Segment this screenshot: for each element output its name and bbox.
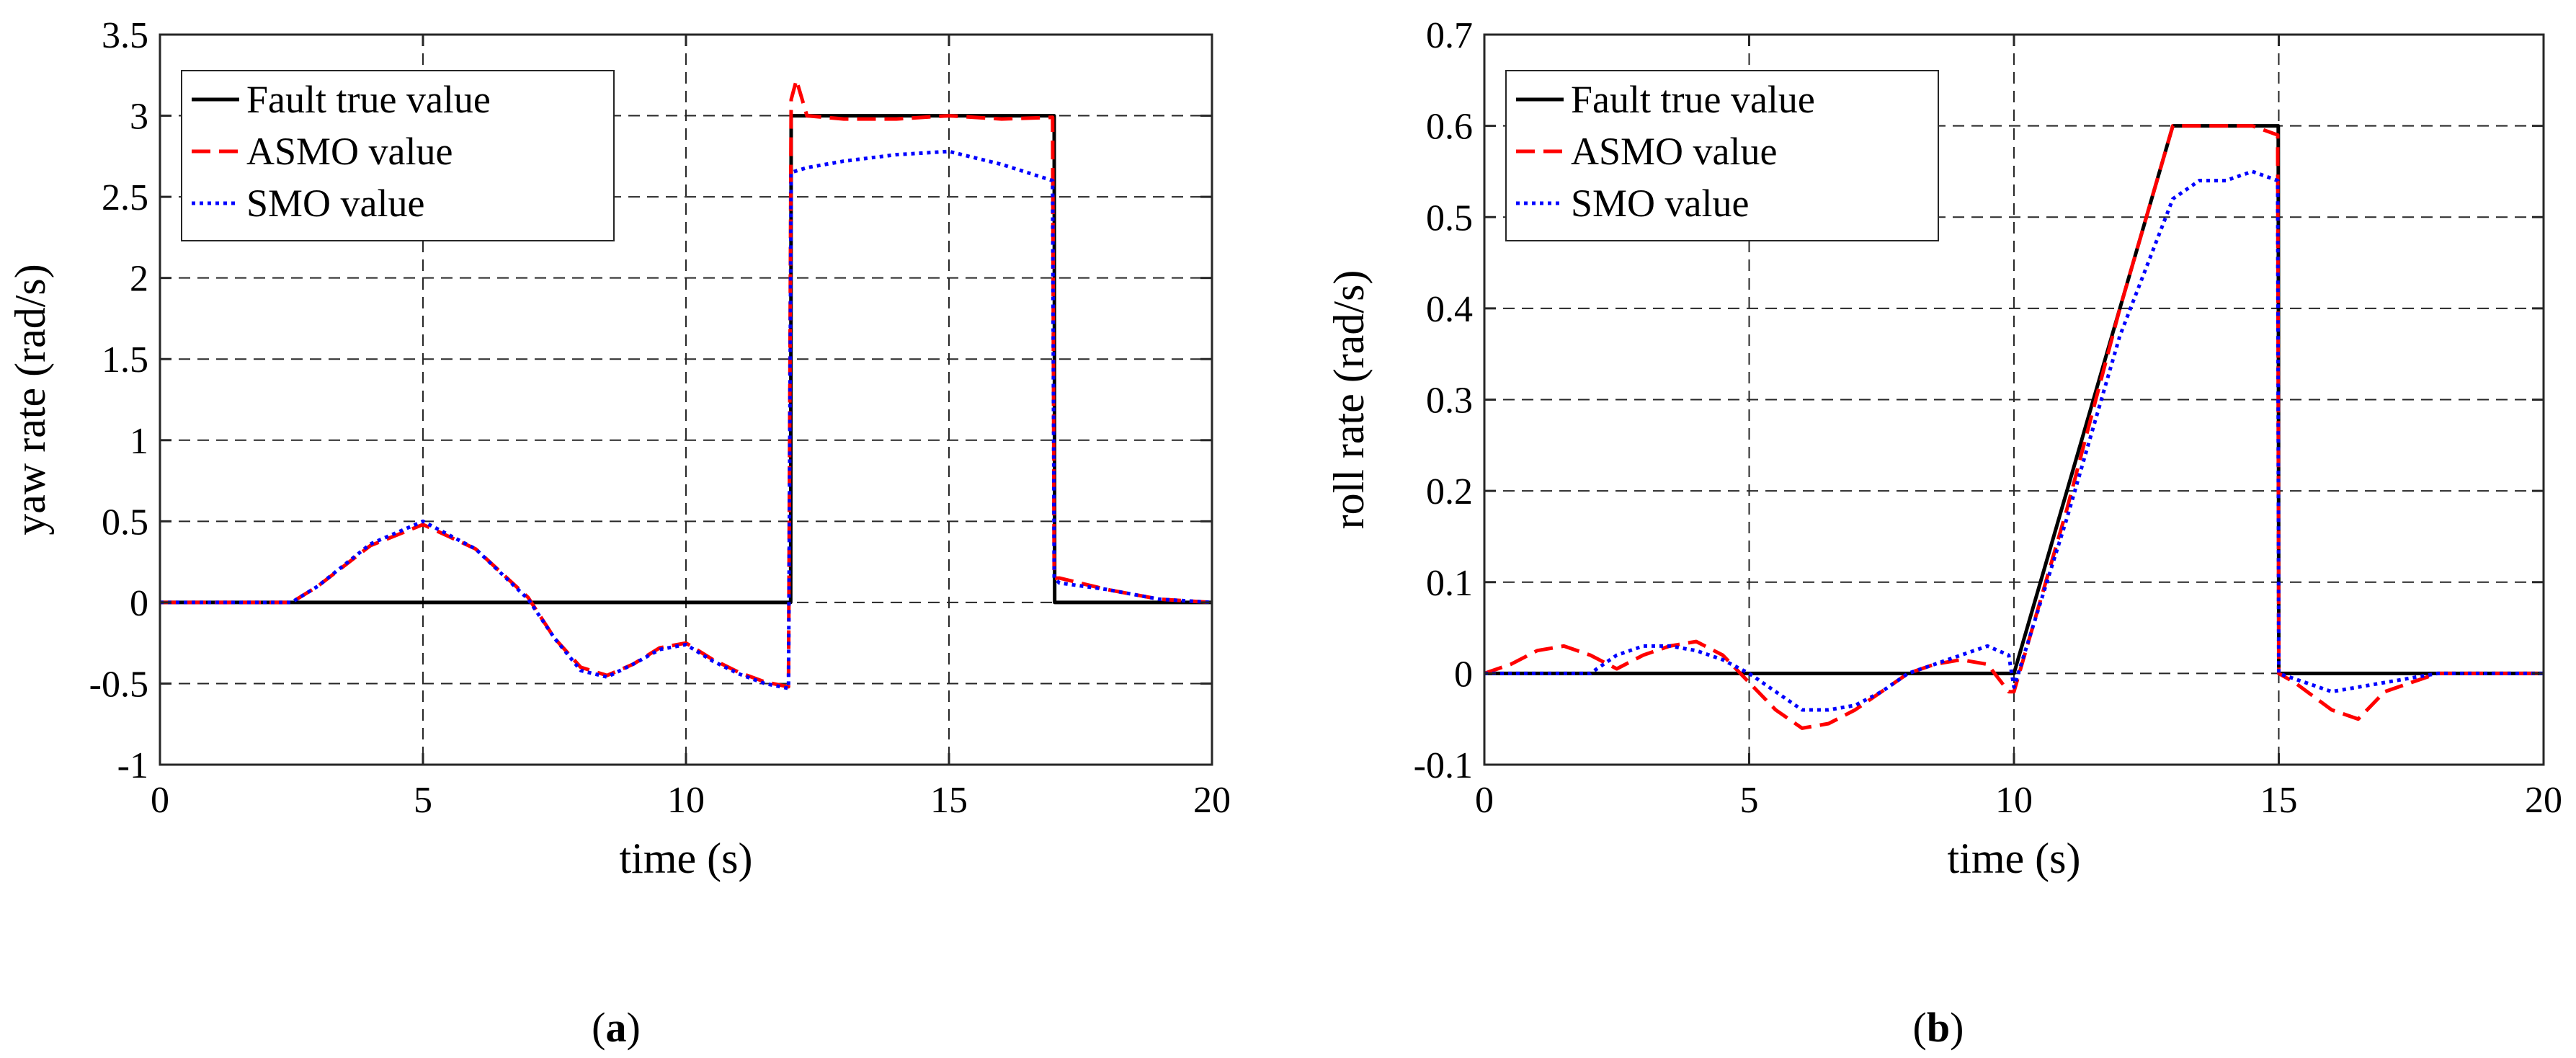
y-tick-label: 0.6	[1426, 107, 1473, 148]
caption-open: (	[592, 1004, 605, 1051]
legend-label: Fault true value	[246, 78, 491, 121]
legend-label: ASMO value	[1571, 130, 1777, 173]
series-line-smo-value	[160, 149, 1213, 690]
x-tick-label: 10	[667, 780, 705, 821]
series-line-asmo-value	[160, 78, 1213, 689]
y-tick-label: -1	[117, 745, 148, 786]
y-tick-label: 0.5	[102, 502, 148, 543]
x-axis-label: time (s)	[1948, 835, 2081, 882]
x-axis-label: time (s)	[620, 835, 753, 882]
y-tick-label: 0.1	[1426, 563, 1473, 604]
y-tick-label: -0.5	[89, 664, 148, 705]
x-tick-label: 15	[930, 780, 968, 821]
y-tick-label: 1	[130, 421, 148, 462]
y-tick-label: 0.5	[1426, 197, 1473, 239]
x-tick-label: 10	[1995, 780, 2033, 821]
subfigure-caption: (a)	[592, 1004, 641, 1051]
y-tick-label: 0.4	[1426, 289, 1473, 330]
y-tick-label: 0.7	[1426, 15, 1473, 56]
y-tick-label: 0.3	[1426, 381, 1473, 422]
caption-close: )	[627, 1004, 641, 1051]
x-tick-label: 0	[1475, 780, 1494, 821]
y-tick-label: 3	[130, 97, 148, 138]
subfigure-caption: (b)	[1913, 1004, 1964, 1051]
caption-close: )	[1950, 1004, 1964, 1051]
legend: Fault true value ASMO value SMO value	[1505, 70, 1939, 241]
legend-label: SMO value	[246, 182, 424, 225]
y-tick-label: 0.2	[1426, 471, 1473, 512]
chart-a: 0 5 10 15 20 -1 -0.5 0 0.5 1 1.5 2 2.5 3 3.5 time (s) ya…	[6, 15, 1231, 1051]
y-tick-label: -0.1	[1414, 745, 1473, 786]
caption-letter: b	[1927, 1004, 1950, 1051]
y-tick-label: 1.5	[102, 339, 148, 381]
y-tick-label: 0	[1454, 654, 1473, 695]
legend-box	[1505, 70, 1939, 241]
legend: Fault true value ASMO value SMO value	[181, 70, 615, 241]
y-tick-label: 3.5	[102, 15, 148, 56]
y-tick-label: 0	[130, 583, 148, 624]
x-tick-label: 0	[151, 780, 169, 821]
x-tick-label: 15	[2260, 780, 2298, 821]
series-line-asmo-value	[1484, 124, 2544, 730]
y-tick-label: 2	[130, 259, 148, 300]
y-tick-label: 2.5	[102, 177, 148, 218]
y-axis-label: yaw rate (rad/s)	[6, 264, 54, 535]
y-axis-label: roll rate (rad/s)	[1325, 270, 1373, 530]
series-line-smo-value	[1484, 169, 2544, 712]
legend-label: SMO value	[1571, 182, 1749, 225]
x-tick-label: 5	[1740, 780, 1759, 821]
x-tick-label: 5	[414, 780, 432, 821]
caption-open: (	[1913, 1004, 1927, 1051]
legend-box	[181, 70, 615, 241]
legend-label: ASMO value	[246, 130, 453, 173]
caption-letter: a	[606, 1004, 627, 1051]
legend-label: Fault true value	[1571, 78, 1815, 121]
x-tick-label: 20	[1193, 780, 1231, 821]
x-tick-label: 20	[2525, 780, 2562, 821]
